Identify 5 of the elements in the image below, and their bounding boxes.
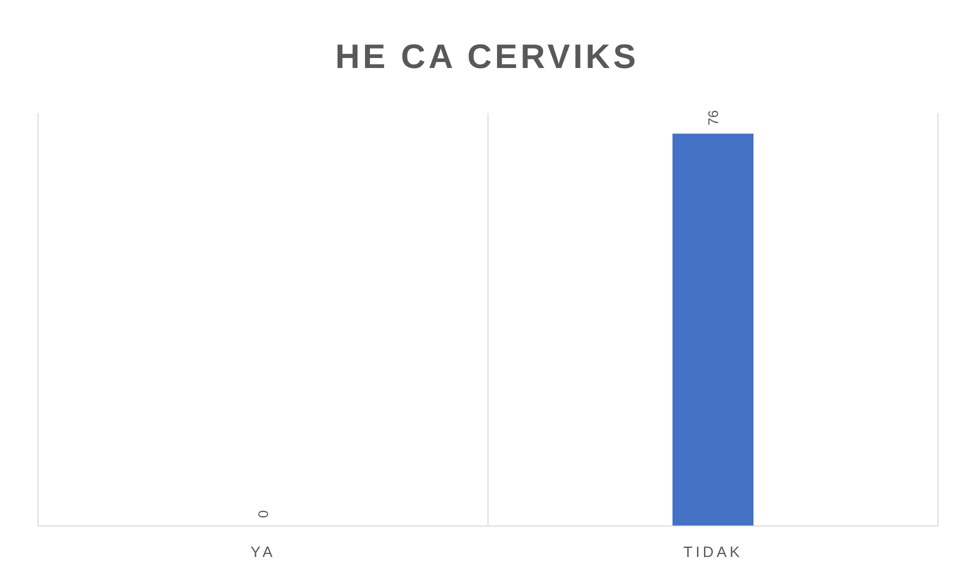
x-tick-label: YA bbox=[250, 544, 276, 561]
x-tick-label: TIDAK bbox=[683, 544, 743, 561]
chart-title: HE CA CERVIKS bbox=[335, 38, 639, 76]
data-label: 76 bbox=[705, 110, 721, 126]
data-label: 0 bbox=[255, 510, 271, 518]
